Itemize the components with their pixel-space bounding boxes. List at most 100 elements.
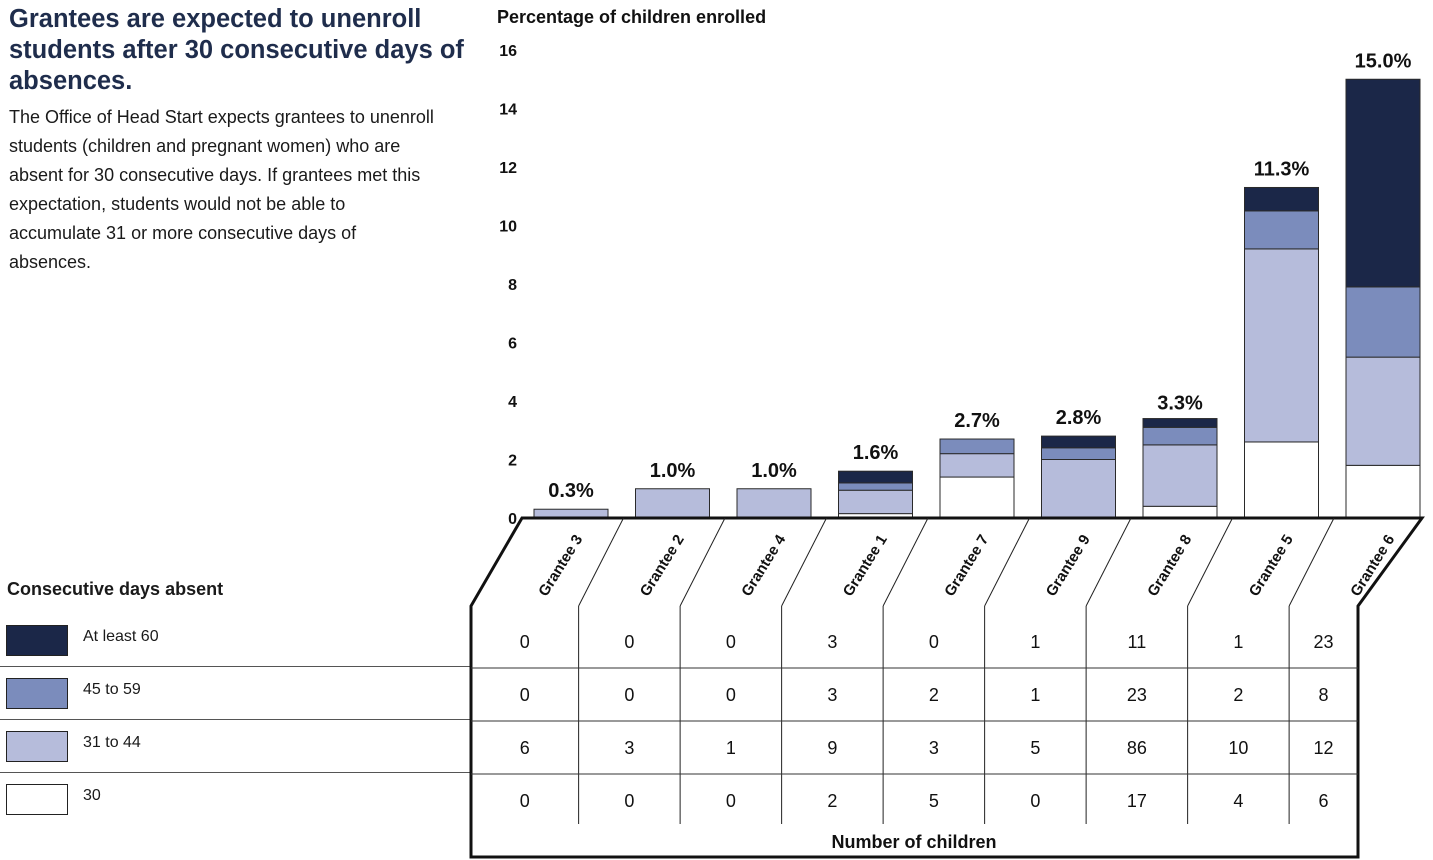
bar-segment (1142, 418, 1218, 428)
count-cell: 3 (624, 738, 634, 758)
column-divider (1288, 517, 1335, 607)
bar-segment (1041, 435, 1116, 449)
y-axis-ticks: 0 2 4 6 8 10 12 14 16 (499, 43, 517, 528)
category-label: Grantee 2 (637, 532, 688, 600)
count-cell: 0 (726, 685, 736, 705)
count-cell: 2 (929, 685, 939, 705)
y-tick-label: 16 (499, 43, 517, 60)
bar-segment (1244, 248, 1319, 443)
category-label: Grantee 6 (1347, 532, 1398, 600)
count-cell: 0 (520, 632, 530, 652)
count-cell: 1 (1030, 685, 1040, 705)
count-cell: 2 (827, 791, 837, 811)
bar-segment (1244, 441, 1319, 519)
count-cell: 1 (1030, 632, 1040, 652)
bar-total-label: 0.3% (548, 480, 594, 502)
legend-item-30: 30 (0, 774, 471, 826)
category-label: Grantee 1 (840, 532, 891, 600)
count-cell: 0 (624, 791, 634, 811)
legend-item-45-to-59: 45 to 59 (0, 668, 471, 720)
bar-segment (1345, 464, 1421, 519)
divider (0, 666, 471, 667)
y-axis-title: Percentage of children enrolled (497, 7, 766, 27)
bar-total-label: 1.0% (650, 460, 696, 482)
bar-total-label: 2.8% (1056, 407, 1102, 429)
headline: Grantees are expected to unenroll studen… (9, 5, 464, 95)
category-label: Grantee 9 (1043, 532, 1094, 600)
legend-swatch (6, 784, 68, 815)
count-cell: 0 (929, 632, 939, 652)
legend-swatch (6, 678, 68, 709)
legend-title: Consecutive days absent (7, 579, 224, 599)
column-divider (781, 517, 827, 607)
legend-label: 30 (83, 787, 101, 804)
bar-segment (838, 470, 913, 484)
count-cell: 0 (520, 791, 530, 811)
bar-segment (1041, 447, 1116, 460)
bar-segment (1142, 505, 1218, 519)
count-cell: 23 (1127, 685, 1147, 705)
y-tick-label: 14 (499, 102, 517, 119)
bar-total-label: 3.3% (1157, 392, 1203, 414)
bar-segment (838, 489, 913, 515)
count-cell: 0 (624, 685, 634, 705)
count-cell: 0 (1030, 791, 1040, 811)
bar-segment (939, 476, 1015, 519)
count-cell: 8 (1319, 685, 1329, 705)
bar-total-label: 15.0% (1355, 50, 1412, 72)
bar-total-label: 1.0% (751, 460, 797, 482)
y-tick-label: 10 (499, 219, 517, 236)
column-divider (679, 517, 726, 607)
legend-label: 45 to 59 (83, 681, 141, 698)
legend-label: 31 to 44 (83, 734, 141, 751)
count-cell: 0 (726, 791, 736, 811)
count-cell: 12 (1314, 738, 1334, 758)
count-cell: 3 (827, 685, 837, 705)
count-cell: 6 (1319, 791, 1329, 811)
category-label: Grantee 4 (738, 531, 789, 599)
y-tick-label: 4 (508, 394, 517, 411)
intro-text: The Office of Head Start expects grantee… (9, 107, 434, 272)
column-divider (984, 517, 1030, 607)
y-tick-label: 6 (508, 336, 517, 353)
count-cell: 1 (1233, 632, 1243, 652)
divider (0, 772, 471, 773)
count-cell: 0 (624, 632, 634, 652)
count-cell: 86 (1127, 738, 1147, 758)
table-outline (469, 516, 1425, 859)
total-labels: 0.3% 1.0% 1.0% 1.6% 2.7% 2.8% 3.3% 11.3% 15.0% (548, 50, 1411, 502)
count-cell: 17 (1127, 791, 1147, 811)
count-cell: 10 (1228, 738, 1248, 758)
column-divider (578, 517, 624, 607)
count-cell: 6 (520, 738, 530, 758)
bar-segment (1142, 426, 1218, 446)
bar-segment (1345, 78, 1421, 288)
column-divider (1085, 517, 1132, 607)
bar-segment (838, 482, 913, 491)
count-cell: 5 (1030, 738, 1040, 758)
legend-label: At least 60 (83, 628, 159, 645)
y-tick-label: 0 (508, 511, 517, 528)
bar-segment (1345, 286, 1421, 358)
count-cell: 3 (929, 738, 939, 758)
count-cell: 3 (827, 632, 837, 652)
bar-segment (939, 438, 1015, 455)
count-cell: 23 (1314, 632, 1334, 652)
bar-segment (635, 488, 710, 519)
y-tick-label: 2 (508, 453, 517, 470)
count-cell: 4 (1233, 791, 1243, 811)
category-label: Grantee 8 (1144, 532, 1195, 600)
bar-segment (939, 453, 1015, 478)
category-label: Grantee 7 (941, 532, 992, 600)
bar-total-label: 2.7% (954, 410, 1000, 432)
count-cell: 0 (726, 632, 736, 652)
bar-segment (1142, 444, 1218, 507)
category-label: Grantee 5 (1246, 532, 1297, 600)
bar-segment (1244, 210, 1319, 250)
column-divider (1187, 517, 1233, 607)
count-table (469, 516, 1425, 859)
bar-total-label: 1.6% (853, 442, 899, 464)
bars (533, 78, 1421, 519)
bar-segment (736, 488, 812, 519)
